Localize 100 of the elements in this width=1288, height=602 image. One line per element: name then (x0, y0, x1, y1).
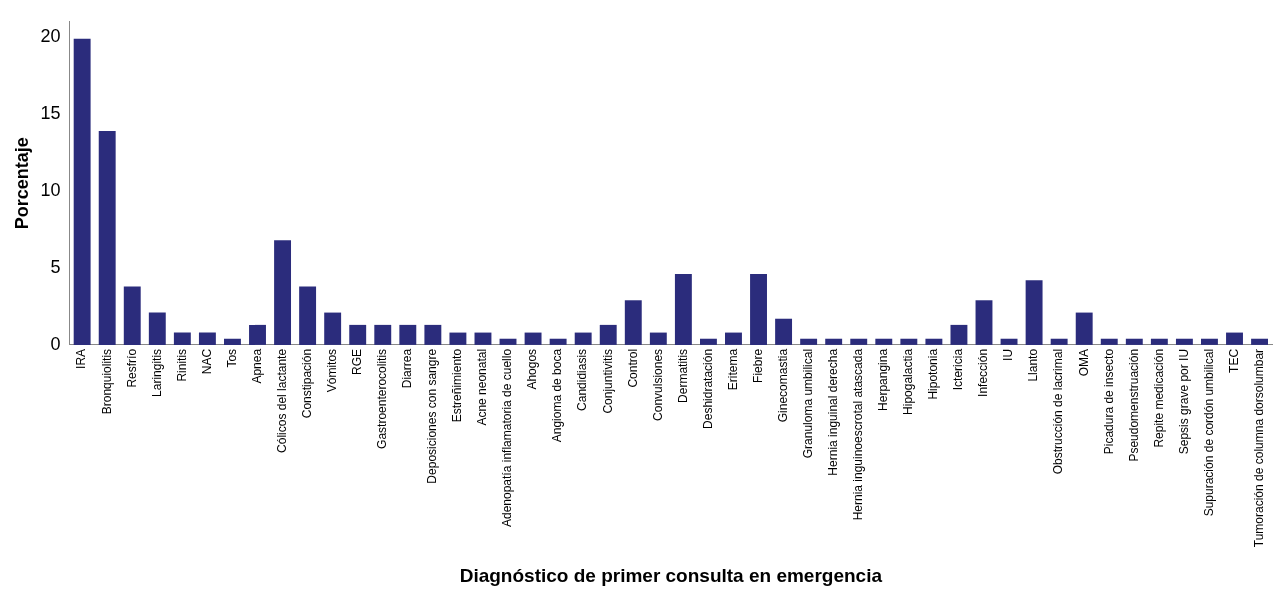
x-tick-label: Llanto (1026, 348, 1041, 382)
x-tick-label: Hipotonia (926, 348, 941, 400)
bar (649, 332, 667, 345)
bar (624, 300, 642, 345)
bar (1125, 338, 1143, 345)
x-tick-label: Convulsiones (650, 348, 665, 421)
bar (825, 338, 843, 345)
x-tick-label: Acne neonatal (475, 348, 490, 426)
bar (1050, 338, 1068, 345)
x-tick-label: Estreñimiento (450, 348, 465, 423)
bar (975, 300, 993, 345)
x-tick-label: Infección (976, 348, 991, 397)
x-tick-label: Vómitos (324, 348, 339, 393)
x-tick-label: Conjuntivitis (600, 348, 615, 414)
x-tick-label: Obstrucción de lacrimal (1051, 348, 1066, 475)
x-tick-label: Ictericia (951, 348, 966, 391)
bar (1100, 338, 1118, 345)
x-tick-label: Dermatitis (675, 348, 690, 403)
bar (274, 240, 292, 345)
y-axis-title: Porcentaje (11, 137, 32, 230)
x-tick-label: Granuloma umbilical (800, 348, 815, 459)
bar (674, 274, 692, 345)
x-axis-title: Diagnóstico de primer consulta en emergencia (459, 564, 883, 586)
x-tick-label: Angioma de boca (550, 348, 565, 443)
bar (1150, 338, 1168, 345)
bar (699, 338, 717, 345)
bar (224, 338, 241, 345)
bar (599, 324, 617, 345)
bar (474, 332, 492, 345)
x-tick-label: Deposiciones con sangre (425, 348, 440, 484)
x-tick-label: IRA (74, 348, 89, 369)
y-tick-label: 0 (50, 333, 61, 354)
x-tick-label: Rinitis (174, 348, 189, 382)
x-tick-label: Bronquiolitis (99, 348, 114, 415)
bar (399, 324, 417, 345)
x-tick-label: Picadura de insecto (1101, 348, 1116, 455)
x-tick-label: Hernia inguinal derecha (826, 348, 840, 476)
x-tick-label: Gastroenterocolitis (375, 348, 390, 449)
x-tick-label: Ahogos (525, 348, 540, 390)
x-tick-label: Apnea (249, 348, 264, 384)
bar (299, 286, 317, 345)
x-tick-label: NAC (199, 348, 214, 375)
x-tick-label: Supuración de cordón umbilical (1201, 348, 1216, 517)
bar (449, 332, 467, 345)
bar (148, 312, 166, 345)
bar (925, 338, 943, 345)
bar (1226, 332, 1243, 345)
x-tick-label: Sepsis grave por IU (1176, 348, 1191, 455)
bar (524, 332, 542, 345)
x-tick-label: Tumoración de columna dorsolumbar (1251, 348, 1266, 548)
x-tick-label: Deshidratación (700, 348, 715, 429)
y-tick-label: 5 (50, 256, 61, 277)
x-tick-label: Ginecomastia (775, 348, 790, 423)
bar (424, 324, 442, 345)
x-tick-label: Herpangina (876, 348, 891, 411)
bar (549, 338, 567, 345)
x-tick-label: Diarrea (400, 348, 415, 389)
bar (198, 332, 216, 345)
x-tick-label: Pseudomenstruación (1126, 348, 1141, 462)
bar (574, 332, 592, 345)
x-tick-label: IU (1001, 348, 1016, 361)
x-tick-label: Control (625, 348, 640, 388)
bar (950, 324, 968, 345)
bar (875, 338, 893, 345)
bar (123, 286, 141, 345)
x-tick-label: Adenopatía inflamatoria de cuello (500, 348, 515, 528)
x-tick-label: Hipogalactia (901, 348, 916, 415)
bar (800, 338, 818, 345)
bar (499, 338, 517, 345)
x-tick-label: Cólicos del lactante (274, 348, 289, 453)
bar (1201, 338, 1218, 345)
x-tick-label: Eritema (725, 348, 740, 391)
bar (775, 318, 793, 345)
bar (324, 312, 342, 345)
bar (850, 338, 868, 345)
bar (1025, 280, 1043, 345)
y-tick-label: 15 (40, 103, 61, 124)
x-tick-label: Candidiasis (575, 348, 590, 411)
bar (1251, 338, 1269, 345)
x-tick-label: Tos (224, 348, 239, 368)
x-tick-label: Repite medicación (1151, 348, 1166, 448)
x-tick-label: Constipación (299, 348, 314, 419)
bar (725, 332, 742, 345)
bar (1075, 312, 1093, 345)
x-tick-label: Resfrío (124, 348, 139, 388)
x-tick-label: OMA (1076, 348, 1091, 377)
y-tick-label: 20 (40, 26, 61, 47)
bar (73, 38, 91, 345)
bar (349, 324, 367, 345)
bar (1000, 338, 1018, 345)
x-tick-label: Hernia inguinoescrotal atascada (851, 348, 866, 521)
bar (900, 338, 918, 345)
bar (750, 274, 767, 345)
bar (98, 131, 116, 345)
x-tick-label: Laringitis (149, 348, 164, 397)
bar (173, 332, 191, 345)
bar (249, 324, 266, 345)
x-tick-label: RGE (350, 348, 365, 375)
bar (374, 324, 392, 345)
bar (1175, 338, 1193, 345)
